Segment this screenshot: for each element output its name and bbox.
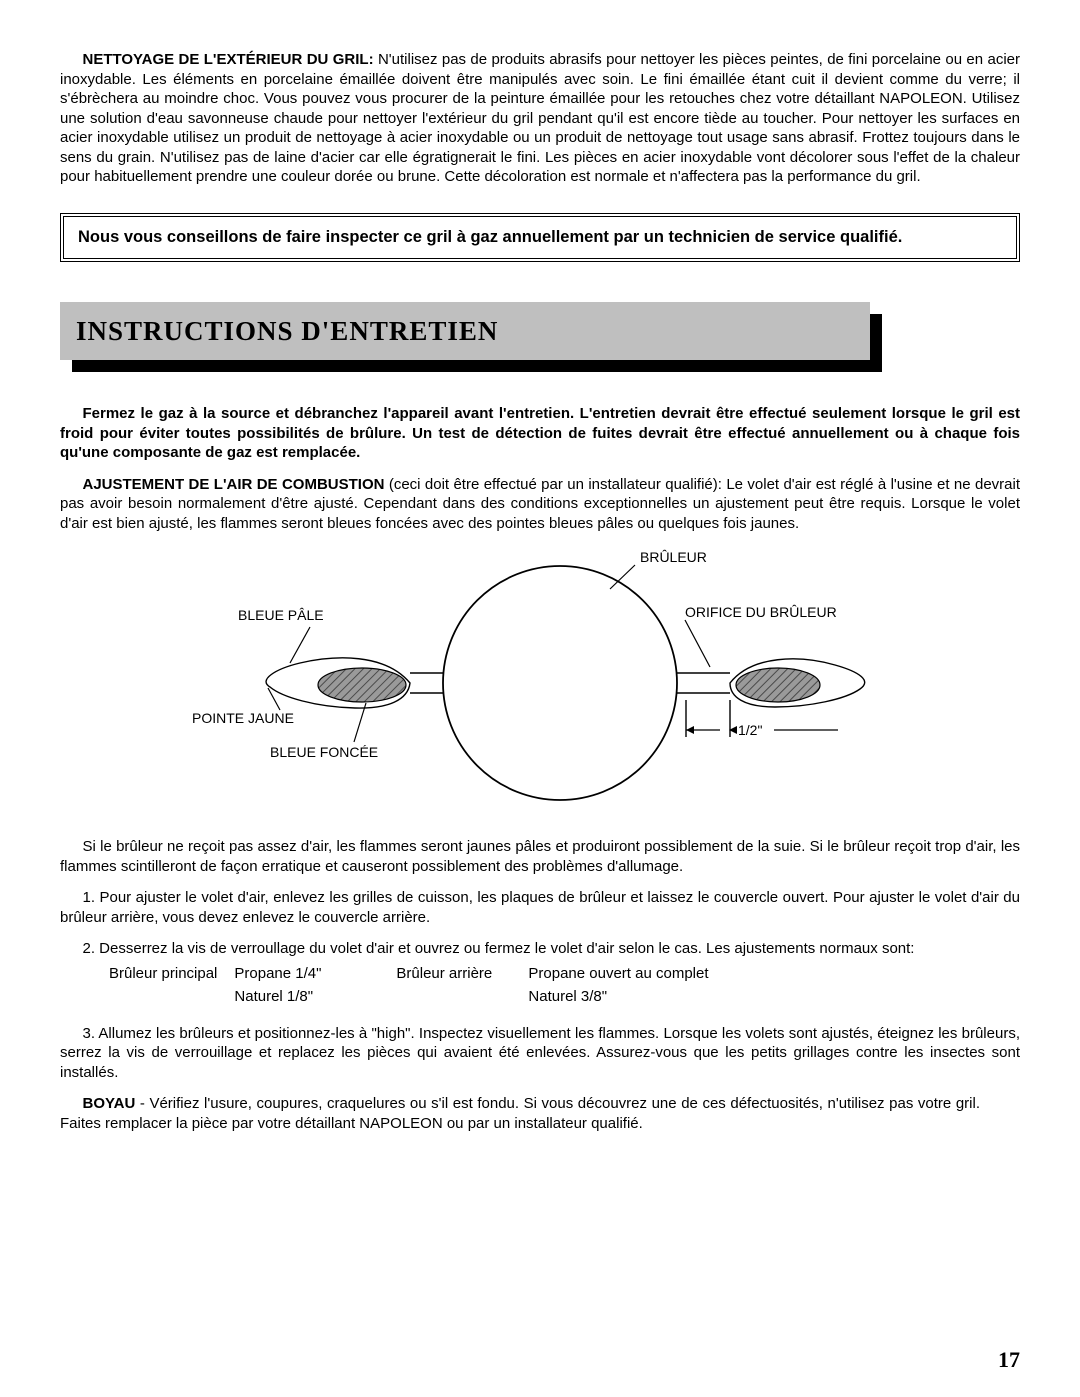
cell-propane14: Propane 1/4" [233,963,393,985]
boyau-title: BOYAU [83,1095,136,1112]
table-row: Naturel 1/8" Naturel 3/8" [108,986,723,1008]
burner-ring [443,566,677,800]
label-bruleur: BRÛLEUR [640,549,707,565]
boyau-paragraph: BOYAU - Vérifiez l'usure, coupures, craq… [60,1094,1020,1133]
inspection-notice-box: Nous vous conseillons de faire inspecter… [60,213,1020,263]
step-3: 3. Allumez les brûleurs et positionnez-l… [60,1024,1020,1083]
nettoyage-paragraph: NETTOYAGE DE L'EXTÉRIEUR DU GRIL: N'util… [60,50,1020,187]
air-effect-text: Si le brûleur ne reçoit pas assez d'air,… [60,837,1020,876]
adjustment-table: Brûleur principal Propane 1/4" Brûleur a… [106,961,725,1010]
inspection-notice-text: Nous vous conseillons de faire inspecter… [78,228,902,246]
label-orifice: ORIFICE DU BRÛLEUR [685,604,837,620]
cell-naturel18: Naturel 1/8" [233,986,393,1008]
cell-principal: Brûleur principal [108,963,231,985]
cell-naturel38: Naturel 3/8" [527,986,722,1008]
step-2-intro: 2. Desserrez la vis de verroullage du vo… [60,939,1020,959]
left-flame [266,658,410,708]
label-pointe-jaune: POINTE JAUNE [192,710,294,726]
section-banner: INSTRUCTIONS D'ENTRETIEN [60,302,1020,364]
nettoyage-body: N'utilisez pas de produits abrasifs pour… [60,51,1020,185]
label-bleue-pale: BLEUE PÂLE [238,607,324,623]
table-row: Brûleur principal Propane 1/4" Brûleur a… [108,963,723,985]
burner-diagram: BRÛLEUR ORIFICE DU BRÛLEUR BLEUE PÂLE PO… [130,545,950,815]
step-1: 1. Pour ajuster le volet d'air, enlevez … [60,888,1020,927]
banner-title: INSTRUCTIONS D'ENTRETIEN [60,302,870,360]
right-flame [730,659,865,707]
nettoyage-title: NETTOYAGE DE L'EXTÉRIEUR DU GRIL: [83,51,374,68]
combustion-adjustment: AJUSTEMENT DE L'AIR DE COMBUSTION (ceci … [60,475,1020,534]
gas-warning: Fermez le gaz à la source et débranchez … [60,404,1020,463]
boyau-body: - Vérifiez l'usure, coupures, craquelure… [60,1095,980,1132]
label-bleue-foncee: BLEUE FONCÉE [270,744,378,760]
page-number: 17 [998,1346,1020,1375]
burner-diagram-container: BRÛLEUR ORIFICE DU BRÛLEUR BLEUE PÂLE PO… [60,545,1020,815]
cell-arriere: Brûleur arrière [395,963,525,985]
label-half-inch: 1/2" [738,722,762,738]
cell-propane-open: Propane ouvert au complet [527,963,722,985]
ajustement-title: AJUSTEMENT DE L'AIR DE COMBUSTION [83,476,385,493]
